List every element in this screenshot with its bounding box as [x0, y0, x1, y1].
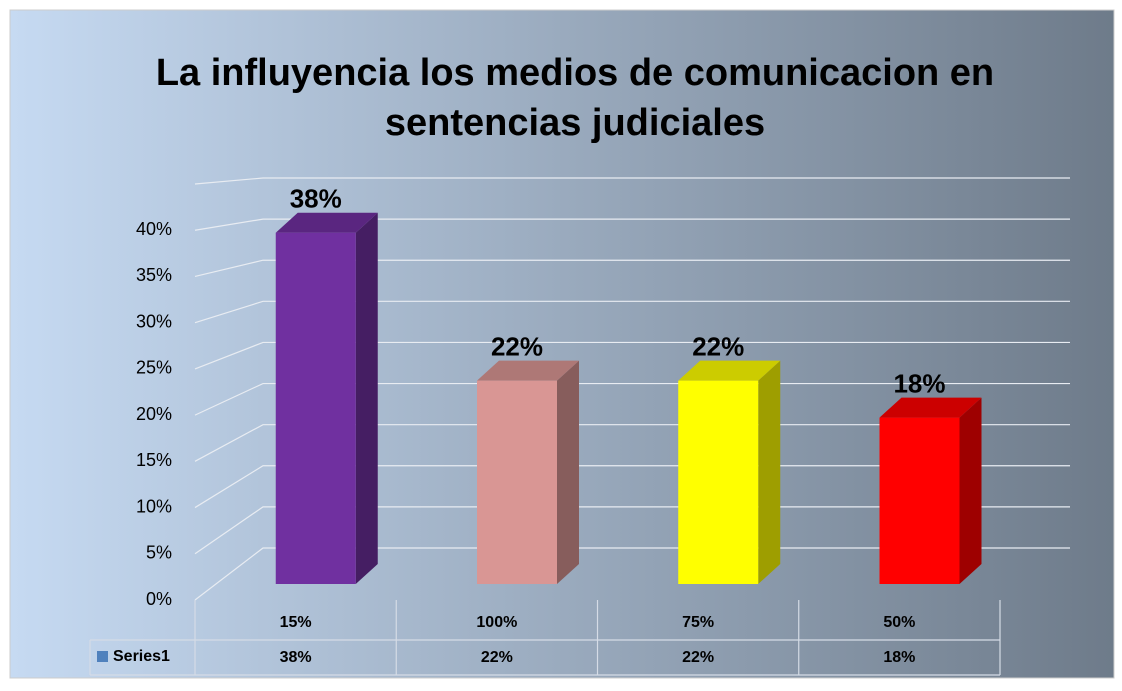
bar-side: [959, 397, 982, 584]
bar-side: [758, 360, 781, 584]
chart-title: La influyencia los medios de comunicacio…: [156, 52, 994, 144]
table-value: 38%: [280, 649, 312, 666]
data-label: 38%: [290, 184, 342, 214]
y-tick-label: 20%: [136, 404, 172, 424]
bar: [275, 232, 356, 584]
grid-line: [194, 424, 1070, 462]
table-value: 22%: [481, 649, 513, 666]
grid-line: [194, 506, 1070, 555]
bar-top: [678, 360, 781, 381]
y-tick-label: 10%: [136, 496, 172, 516]
category-label: 100%: [476, 614, 517, 631]
grid-line: [194, 300, 1070, 324]
bar: [879, 417, 960, 584]
category-label: 75%: [682, 614, 714, 631]
bar: [678, 380, 759, 584]
grid-line: [194, 177, 1070, 185]
data-label: 18%: [893, 368, 945, 398]
y-tick-label: 35%: [136, 265, 172, 285]
grid-line: [194, 465, 1070, 509]
legend-swatch: [97, 651, 108, 662]
category-label: 50%: [883, 614, 915, 631]
y-tick-label: 25%: [136, 358, 172, 378]
bar-top: [275, 212, 378, 233]
y-tick-label: 0%: [146, 589, 172, 609]
y-tick-label: 40%: [136, 219, 172, 239]
grid-line: [194, 547, 1070, 601]
grid-line: [194, 259, 1070, 278]
y-tick-label: 5%: [146, 543, 172, 563]
bar-side: [355, 212, 378, 584]
y-tick-label: 15%: [136, 450, 172, 470]
grid-line: [194, 341, 1070, 370]
category-label: 15%: [280, 614, 312, 631]
bar-top: [879, 397, 982, 418]
bar: [477, 380, 557, 584]
grid-line: [194, 382, 1070, 416]
y-tick-label: 30%: [136, 311, 172, 331]
table-value: 18%: [883, 649, 915, 666]
data-label: 22%: [491, 331, 543, 361]
table-value: 22%: [682, 649, 714, 666]
bar-top: [477, 360, 579, 381]
data-label: 22%: [692, 331, 744, 361]
legend-label: Series1: [113, 648, 170, 665]
grid-line: [194, 218, 1070, 231]
bar-side: [557, 360, 579, 584]
